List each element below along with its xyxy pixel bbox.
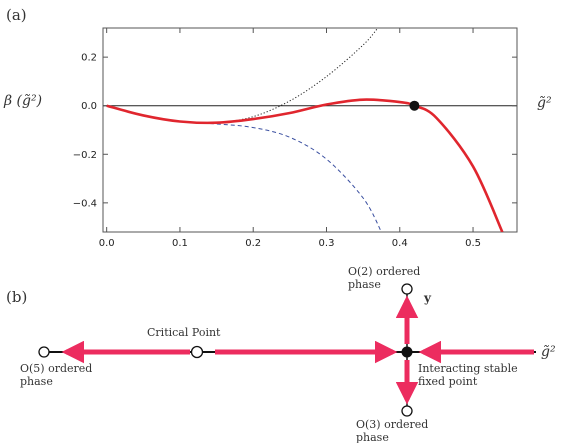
g2-axis-label: g̃² (541, 344, 556, 360)
x-tick-label: 0.1 (172, 238, 188, 249)
o3-node (401, 405, 413, 417)
y-tick-label: 0.2 (81, 53, 97, 64)
solid-curve (106, 98, 504, 232)
o5-node (38, 346, 50, 358)
y-axis-label: β (g̃²) (3, 93, 42, 109)
y-tick-label: −0.4 (73, 198, 97, 209)
fixed-point-node (401, 346, 413, 358)
critical-point-node (190, 345, 204, 359)
x-tick-label: 0.3 (319, 238, 335, 249)
dashed-curve (106, 105, 382, 232)
x-tick-label: 0.2 (245, 238, 261, 249)
o2-node (401, 283, 413, 295)
o5-label-line2: phase (20, 375, 53, 388)
fixed-point-label-line1: Interacting stable (418, 362, 518, 375)
x-tick-label: 0.0 (99, 238, 115, 249)
fixed-point-marker (409, 100, 420, 111)
fixed-point-label-line2: fixed point (418, 375, 478, 388)
critical-point-label: Critical Point (147, 326, 221, 339)
o3-label-line1: O(3) ordered (356, 418, 428, 431)
beta-function-plot: 0.0 0.1 0.2 0.3 0.4 0.5 −0.4 −0.2 0.0 0.2 (73, 27, 518, 249)
curves (106, 28, 504, 232)
o2-label-line1: O(2) ordered (348, 265, 420, 278)
panel-a-label: (a) (6, 6, 27, 24)
y-tick-label: 0.0 (81, 101, 97, 112)
x-axis-label: g̃² (537, 95, 552, 111)
o3-label-line2: phase (356, 431, 389, 443)
plot-frame (102, 27, 518, 233)
o2-label-line2: phase (348, 278, 381, 291)
o5-label-line1: O(5) ordered (20, 362, 92, 375)
y-ticks: −0.4 −0.2 0.0 0.2 (73, 53, 517, 209)
x-ticks: 0.0 0.1 0.2 0.3 0.4 0.5 (99, 28, 481, 249)
x-tick-label: 0.4 (392, 238, 408, 249)
y-label: y (423, 291, 432, 305)
x-tick-label: 0.5 (465, 238, 481, 249)
y-tick-label: −0.2 (73, 150, 97, 161)
panel-b-label: (b) (6, 288, 27, 306)
dotted-curve (106, 28, 379, 124)
